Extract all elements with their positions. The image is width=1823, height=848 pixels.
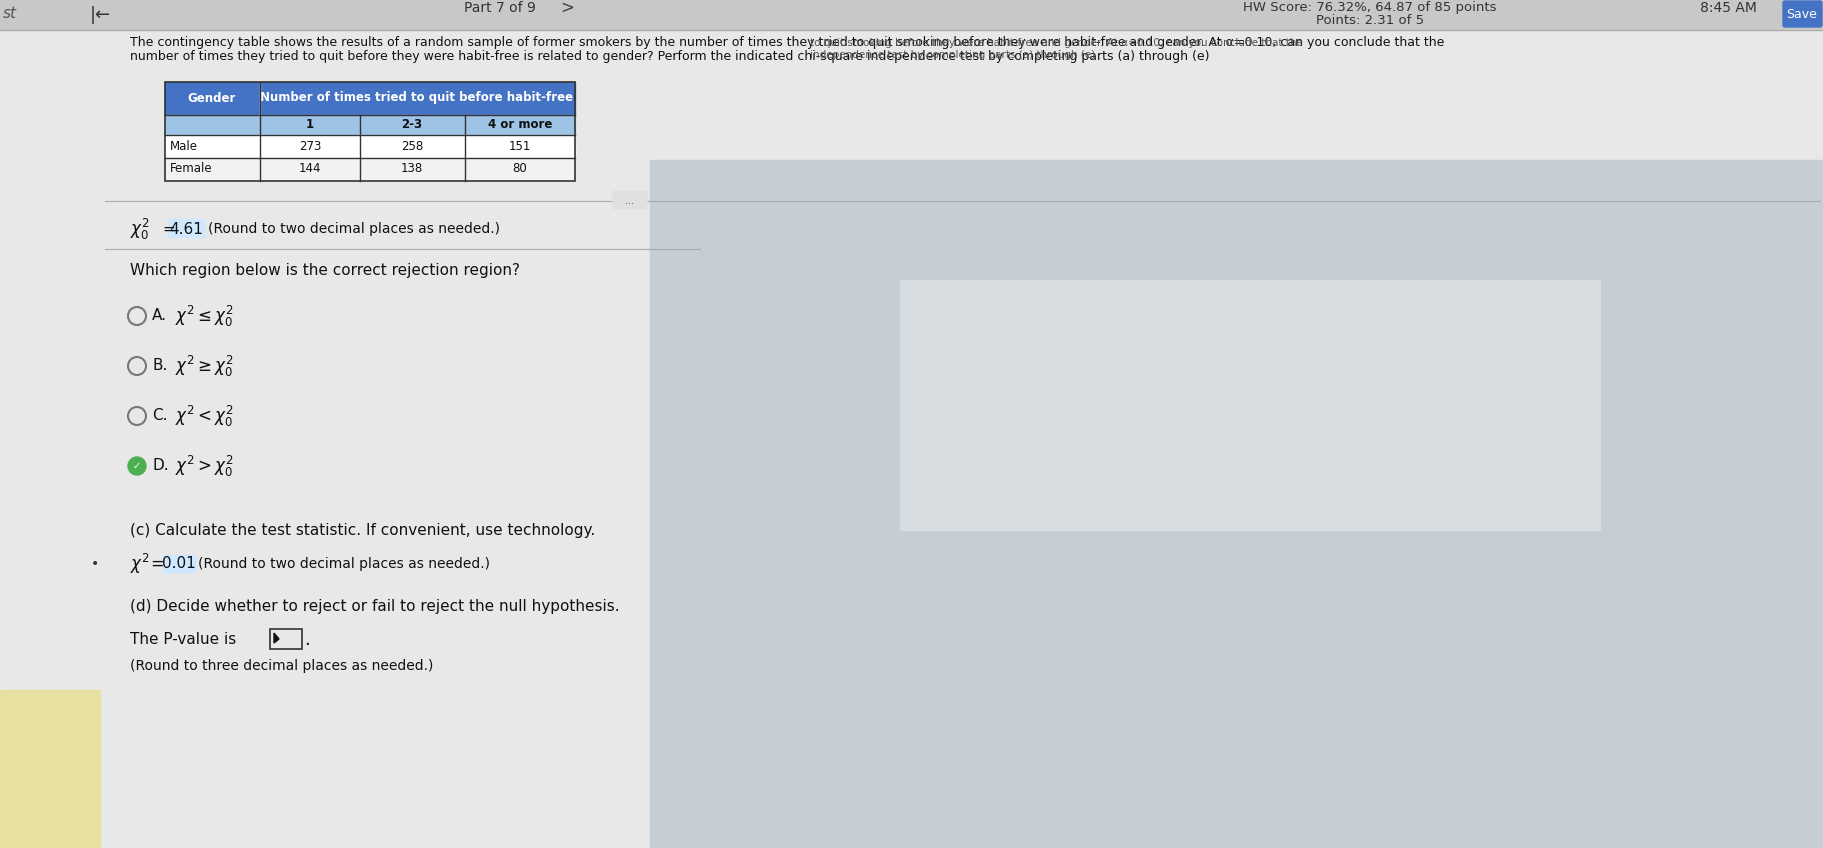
- Circle shape: [128, 457, 146, 475]
- Text: Gender: Gender: [188, 92, 237, 104]
- Text: 80: 80: [512, 163, 527, 176]
- Text: The contingency table shows the results of a random sample of former smokers by : The contingency table shows the results …: [129, 36, 1444, 49]
- Text: =: =: [149, 555, 164, 573]
- Bar: [0, 690, 100, 848]
- Text: The P-value is: The P-value is: [129, 633, 237, 648]
- Text: 144: 144: [299, 163, 321, 176]
- Text: (Round to two decimal places as needed.): (Round to two decimal places as needed.): [199, 557, 490, 571]
- Text: C.: C.: [151, 409, 168, 423]
- Text: st: st: [4, 7, 16, 21]
- Bar: [0, 0, 1823, 30]
- Bar: [901, 280, 1601, 530]
- Bar: [168, 219, 204, 237]
- Text: 151: 151: [509, 140, 530, 153]
- Text: $\chi^2 < \chi^2_0$: $\chi^2 < \chi^2_0$: [175, 404, 233, 428]
- Polygon shape: [273, 633, 279, 643]
- Text: $\chi^2 \leq \chi^2_0$: $\chi^2 \leq \chi^2_0$: [175, 304, 233, 328]
- FancyBboxPatch shape: [1783, 1, 1821, 27]
- Text: Male: Male: [170, 140, 199, 153]
- Text: Points: 2.31 of 5: Points: 2.31 of 5: [1316, 14, 1424, 26]
- Bar: [166, 158, 574, 181]
- Text: $\chi^2 \geq \chi^2_0$: $\chi^2 \geq \chi^2_0$: [175, 354, 233, 378]
- Text: Female: Female: [170, 163, 213, 176]
- Bar: [166, 82, 574, 115]
- Text: =: =: [162, 221, 175, 237]
- Bar: [162, 555, 195, 572]
- Text: 2-3: 2-3: [401, 119, 423, 131]
- Text: $\chi^2 > \chi^2_0$: $\chi^2 > \chi^2_0$: [175, 454, 233, 478]
- Text: number of times they tried to quit before they were habit-free is related to gen: number of times they tried to quit befor…: [129, 50, 1209, 63]
- Text: >: >: [560, 0, 574, 17]
- Bar: [166, 82, 574, 181]
- Text: (d) Decide whether to reject or fail to reject the null hypothesis.: (d) Decide whether to reject or fail to …: [129, 600, 620, 615]
- Text: HW Score: 76.32%, 64.87 of 85 points: HW Score: 76.32%, 64.87 of 85 points: [1243, 2, 1497, 14]
- Text: Number of times tried to quit before habit-free: Number of times tried to quit before hab…: [261, 92, 574, 104]
- Bar: [270, 629, 303, 649]
- Bar: [166, 135, 574, 158]
- Text: |←: |←: [89, 6, 111, 24]
- FancyBboxPatch shape: [613, 191, 647, 209]
- Text: 8:45 AM: 8:45 AM: [1701, 1, 1757, 15]
- Text: .: .: [304, 631, 310, 649]
- Text: (Round to two decimal places as needed.): (Round to two decimal places as needed.): [208, 222, 500, 236]
- Text: Part 7 of 9: Part 7 of 9: [465, 1, 536, 15]
- Text: 138: 138: [401, 163, 423, 176]
- Text: independence test by completing parts (a) through (e): independence test by completing parts (a…: [809, 50, 1096, 60]
- Text: $\chi^2_0$: $\chi^2_0$: [129, 216, 149, 242]
- Text: A.: A.: [151, 309, 168, 323]
- Text: 4 or more: 4 or more: [489, 119, 552, 131]
- Text: 273: 273: [299, 140, 321, 153]
- Text: 258: 258: [401, 140, 423, 153]
- Text: Which region below is the correct rejection region?: Which region below is the correct reject…: [129, 264, 520, 278]
- Text: 0.01: 0.01: [162, 556, 195, 572]
- Bar: [651, 160, 1823, 848]
- Text: 1: 1: [306, 119, 314, 131]
- Text: Save: Save: [1787, 8, 1818, 20]
- Text: (Round to three decimal places as needed.): (Round to three decimal places as needed…: [129, 659, 434, 673]
- Text: 4.61: 4.61: [170, 221, 202, 237]
- Text: B.: B.: [151, 359, 168, 373]
- Bar: [166, 115, 574, 135]
- Text: $\chi^2$: $\chi^2$: [129, 552, 149, 576]
- Text: ✓: ✓: [133, 461, 140, 471]
- Text: ...: ...: [625, 196, 634, 206]
- Text: (c) Calculate the test statistic. If convenient, use technology.: (c) Calculate the test statistic. If con…: [129, 523, 596, 538]
- Text: to quit smoking before they were habit-free and gender. At α=0.10, can you concl: to quit smoking before they were habit-f…: [809, 38, 1303, 48]
- Text: D.: D.: [151, 459, 168, 473]
- Text: •: •: [91, 557, 98, 571]
